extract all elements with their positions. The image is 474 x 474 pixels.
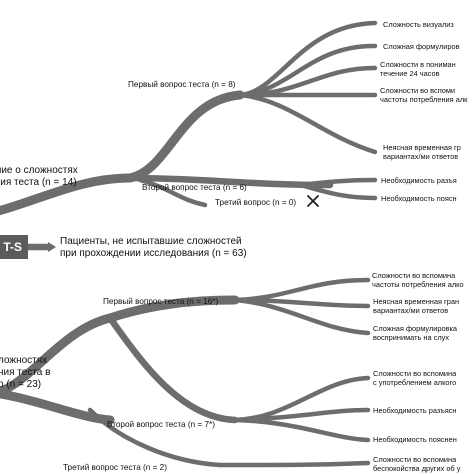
leaf-line: Сложная формулировка xyxy=(373,324,458,333)
leaf-line: Сложности во вспомина xyxy=(372,271,456,280)
lower-group-label-line-3: о (n = 23) xyxy=(0,379,42,390)
upper-q1-leaf-3: Сложности в пониман течение 24 часов xyxy=(380,60,456,78)
leaf-line: частоты потребления алко xyxy=(372,280,464,290)
leaf-line: Сложности в пониман xyxy=(380,60,456,69)
leaf-line: Необходимость пояснен xyxy=(373,435,457,444)
lower-group-label-line-2: ния теста в xyxy=(0,367,51,378)
lower-group-label-line-1: ложностях xyxy=(0,355,48,366)
no-difficulty-label: Пациенты, не испытавшие сложностей при п… xyxy=(60,236,247,260)
branch-lower-q3 xyxy=(87,407,223,468)
cross-icon xyxy=(307,195,319,207)
upper-q3-label: Третий вопрос (n = 0) xyxy=(215,198,297,207)
leaf-line: Сложности во вспомина xyxy=(373,455,457,464)
branch-upper-q1 xyxy=(125,90,245,183)
lower-group-label: ложностях ния теста в о (n = 23) xyxy=(0,355,50,391)
lower-q3-label: Третий вопрос теста (n = 2) xyxy=(63,463,167,472)
no-difficulty-line-1: Пациенты, не испытавшие сложностей xyxy=(60,236,242,247)
leaf-line: Сложности во вспомина xyxy=(373,369,457,378)
branch-upper-root xyxy=(0,173,135,216)
upper-q1-leaf-4: Сложности во вспоми частоты потребления … xyxy=(380,86,467,104)
branch-upper-q2-leaf-2 xyxy=(297,182,378,201)
lower-q1-leaf-3: Сложная формулировка воспринимать на слу… xyxy=(373,324,457,342)
branch-upper-q1-leaf-5 xyxy=(237,92,378,155)
leaf-line: с употреблением алкого xyxy=(373,378,457,388)
branch-lower-q1-leaf-3 xyxy=(232,297,371,336)
leaf-line: беспокойства других об у xyxy=(373,464,461,474)
upper-q1-leaf-5: Неясная временная гр вариантах/ми ответо… xyxy=(383,143,461,161)
branch-lower-q3-leaf-1 xyxy=(217,460,371,468)
upper-q2-label: Второй вопрос теста (n = 6) xyxy=(142,183,247,192)
lower-q1-leaf-2: Неясная временная гран вариантах/ми отве… xyxy=(373,297,459,315)
upper-q1-leaf-2: Сложная формулиров xyxy=(383,42,460,51)
tool-label-box: T-S xyxy=(0,235,28,259)
leaf-line: вариантах/ми ответов xyxy=(383,152,459,162)
leaf-line: Необходимость разъя xyxy=(381,176,457,185)
branch-lower-q2-leaf-3 xyxy=(232,417,371,443)
leaf-line: частоты потребления алк xyxy=(380,95,468,105)
lower-q3-leaf-1: Сложности во вспомина беспокойства други… xyxy=(373,455,460,473)
branch-lower-q1-leaf-1 xyxy=(232,277,371,303)
branch-upper-q3 xyxy=(137,177,208,208)
upper-q2-leaf-2: Необходимость поясн xyxy=(381,194,457,203)
leaf-line: вариантах/ми ответов xyxy=(373,306,449,316)
no-difficulty-line-2: при прохождении исследования (n = 63) xyxy=(60,248,247,259)
upper-q1-leaf-1: Сложность визуализ xyxy=(383,20,454,29)
lower-q2-leaf-3: Необходимость пояснен xyxy=(373,435,457,444)
branch-lower-q1 xyxy=(105,295,240,323)
leaf-line: воспринимать на слух xyxy=(373,333,450,343)
lower-q2-leaf-1: Сложности во вспомина с употреблением ал… xyxy=(373,369,456,387)
branch-lower-q2-leaf-2 xyxy=(232,407,371,423)
leaf-line: Необходимость разъясн xyxy=(373,406,457,415)
branch-lower-q2 xyxy=(106,314,239,424)
lower-q2-label: Второй вопрос теста (n = 7*) xyxy=(107,420,215,429)
upper-group-label-line-1: вшие о сложностях xyxy=(0,165,78,176)
leaf-line: Неясная временная гр xyxy=(383,143,461,152)
upper-group-label-line-2: ения теста (n = 14) xyxy=(0,177,77,188)
leaf-line: течение 24 часов xyxy=(380,69,440,79)
branch-lower-root-up xyxy=(0,313,115,397)
lower-q1-leaf-1: Сложности во вспомина частоты потреблени… xyxy=(372,271,464,289)
upper-q2-leaf-1: Необходимость разъя xyxy=(381,176,457,185)
leaf-line: Неясная временная гран xyxy=(373,297,460,306)
leaf-line: Сложности во вспоми xyxy=(380,86,456,95)
lower-q2-leaf-2: Необходимость разъясн xyxy=(373,406,456,415)
arrow-head-icon xyxy=(48,242,56,252)
branch-upper-q2-leaf-1 xyxy=(297,177,378,188)
upper-q1-label: Первый вопрос теста (n = 8) xyxy=(128,80,236,89)
lower-q1-label: Первый вопрос теста (n = 16*) xyxy=(103,297,219,306)
upper-group-label: вшие о сложностях ения теста (n = 14) xyxy=(0,165,78,189)
leaf-line: Необходимость поясн xyxy=(381,194,457,203)
leaf-line: Сложная формулиров xyxy=(383,42,460,51)
leaf-line: Сложность визуализ xyxy=(383,20,454,29)
